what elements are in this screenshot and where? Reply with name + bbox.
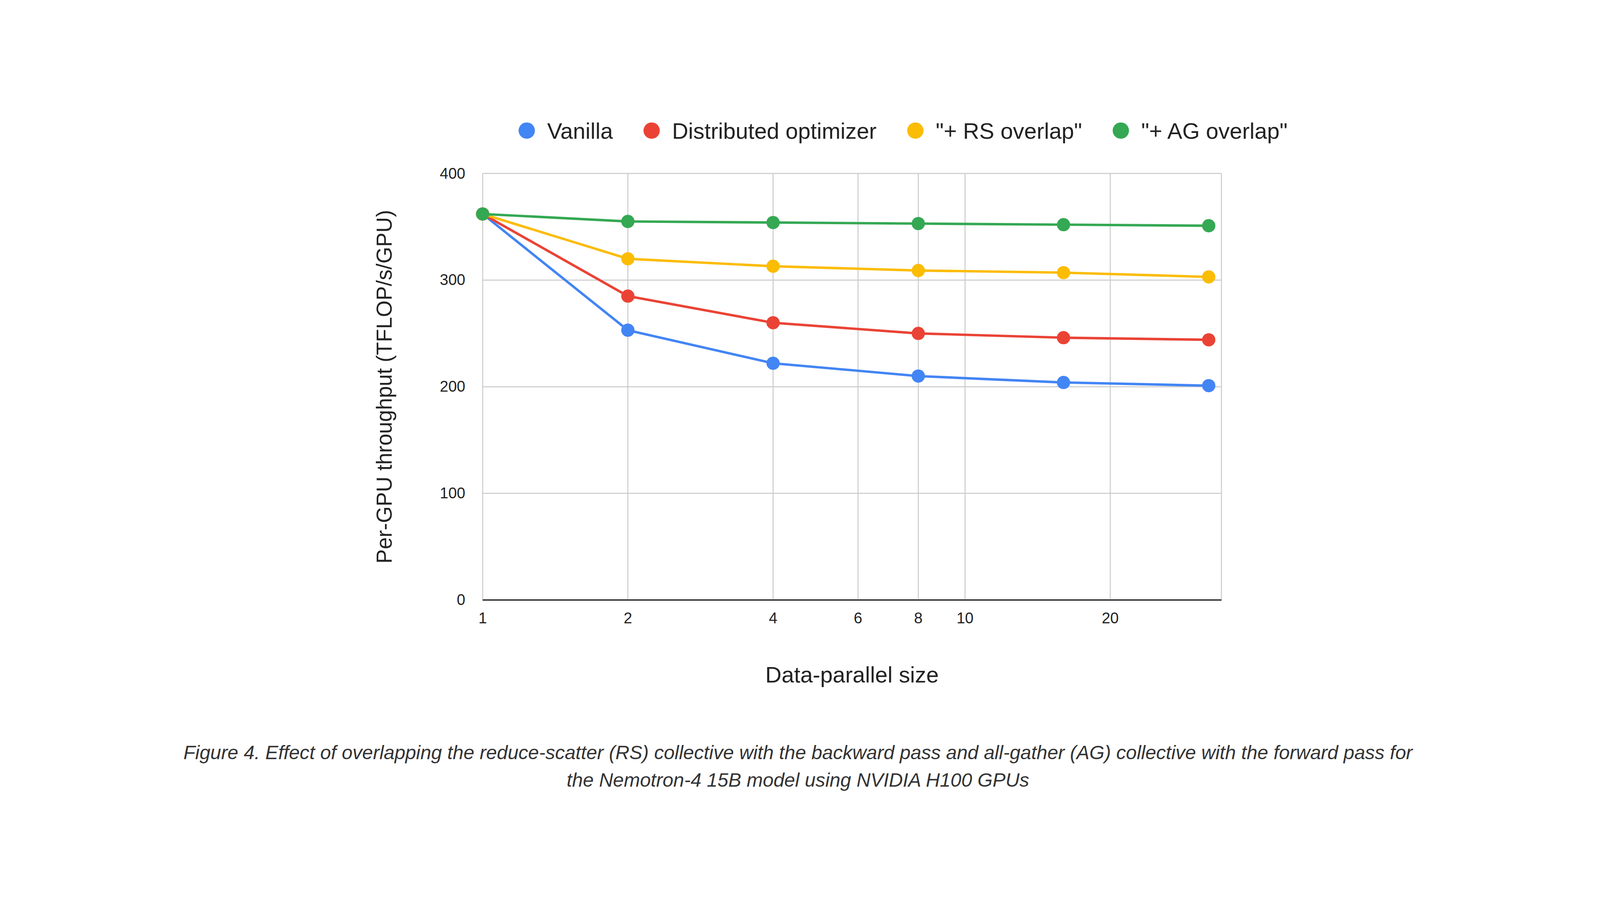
x-tick-label: 1 [478, 609, 487, 627]
x-grid-line [772, 173, 774, 600]
y-tick-label: 300 [439, 271, 465, 289]
legend-marker [518, 122, 535, 139]
x-grid-line [627, 173, 629, 600]
data-point [1202, 379, 1216, 393]
data-point [475, 207, 490, 221]
data-point [911, 369, 925, 383]
y-tick-label: 100 [439, 484, 465, 502]
data-point [621, 289, 635, 303]
data-point [1202, 333, 1216, 347]
legend: Vanilla Distributed optimizer "+ RS overla… [518, 118, 1288, 144]
data-point [766, 316, 780, 330]
x-tick-label: 20 [1101, 609, 1119, 627]
chart: 0 100 200 300 400 1 2 4 6 8 10 20 Vanilla Distributed… [0, 0, 1600, 900]
data-point [475, 207, 490, 221]
series-line [482, 214, 1209, 386]
data-point [766, 356, 780, 370]
x-grid-line [917, 173, 919, 600]
legend-label: Vanilla [547, 118, 613, 144]
x-tick-label: 10 [956, 609, 974, 627]
data-point [1057, 375, 1071, 390]
data-point [1057, 265, 1071, 280]
y-grid-line [482, 599, 1222, 601]
caption: Figure 4. Effect of overlapping the redu… [183, 741, 1414, 791]
data-point [1057, 331, 1071, 345]
grid [482, 173, 1222, 600]
data-point [621, 323, 635, 338]
x-grid-line [964, 173, 966, 600]
x-tick-label: 8 [914, 609, 923, 627]
y-tick-label: 200 [439, 377, 465, 395]
plot-edge [1220, 173, 1222, 600]
data-point [911, 326, 925, 340]
legend-label: "+ RS overlap" [935, 118, 1083, 144]
data-point [766, 215, 780, 230]
series-line [482, 214, 1209, 278]
x-axis-line [482, 599, 1222, 601]
x-tick-label: 4 [768, 609, 778, 627]
legend-marker [907, 122, 924, 139]
data-point [621, 215, 635, 229]
data-point [1057, 217, 1071, 232]
x-grid-line [857, 173, 859, 600]
series-line [482, 214, 1209, 226]
data-point [475, 207, 490, 221]
legend-label: "+ AG overlap" [1141, 118, 1288, 144]
background [0, 0, 1600, 900]
data-point [766, 259, 780, 273]
legend-marker [1112, 122, 1129, 139]
data-point [911, 217, 925, 231]
x-axis-title: Data-parallel size [765, 662, 939, 688]
data-point [621, 252, 635, 266]
data-point [475, 207, 490, 221]
x-tick-label: 6 [853, 609, 863, 627]
legend-marker [643, 122, 660, 139]
data-point [1202, 219, 1216, 233]
plot-area [475, 207, 1215, 393]
series-line [482, 214, 1209, 340]
x-grid-line [482, 173, 483, 600]
y-axis-title: Per-GPU throughput (TFLOP/s/GPU) [372, 210, 397, 564]
legend-label: Distributed optimizer [672, 118, 877, 144]
data-point [1202, 270, 1216, 284]
y-tick-label: 0 [456, 591, 465, 609]
data-point [911, 263, 925, 278]
x-grid-line [1109, 173, 1111, 600]
y-tick-label: 400 [439, 165, 465, 183]
x-tick-label: 2 [623, 609, 633, 627]
